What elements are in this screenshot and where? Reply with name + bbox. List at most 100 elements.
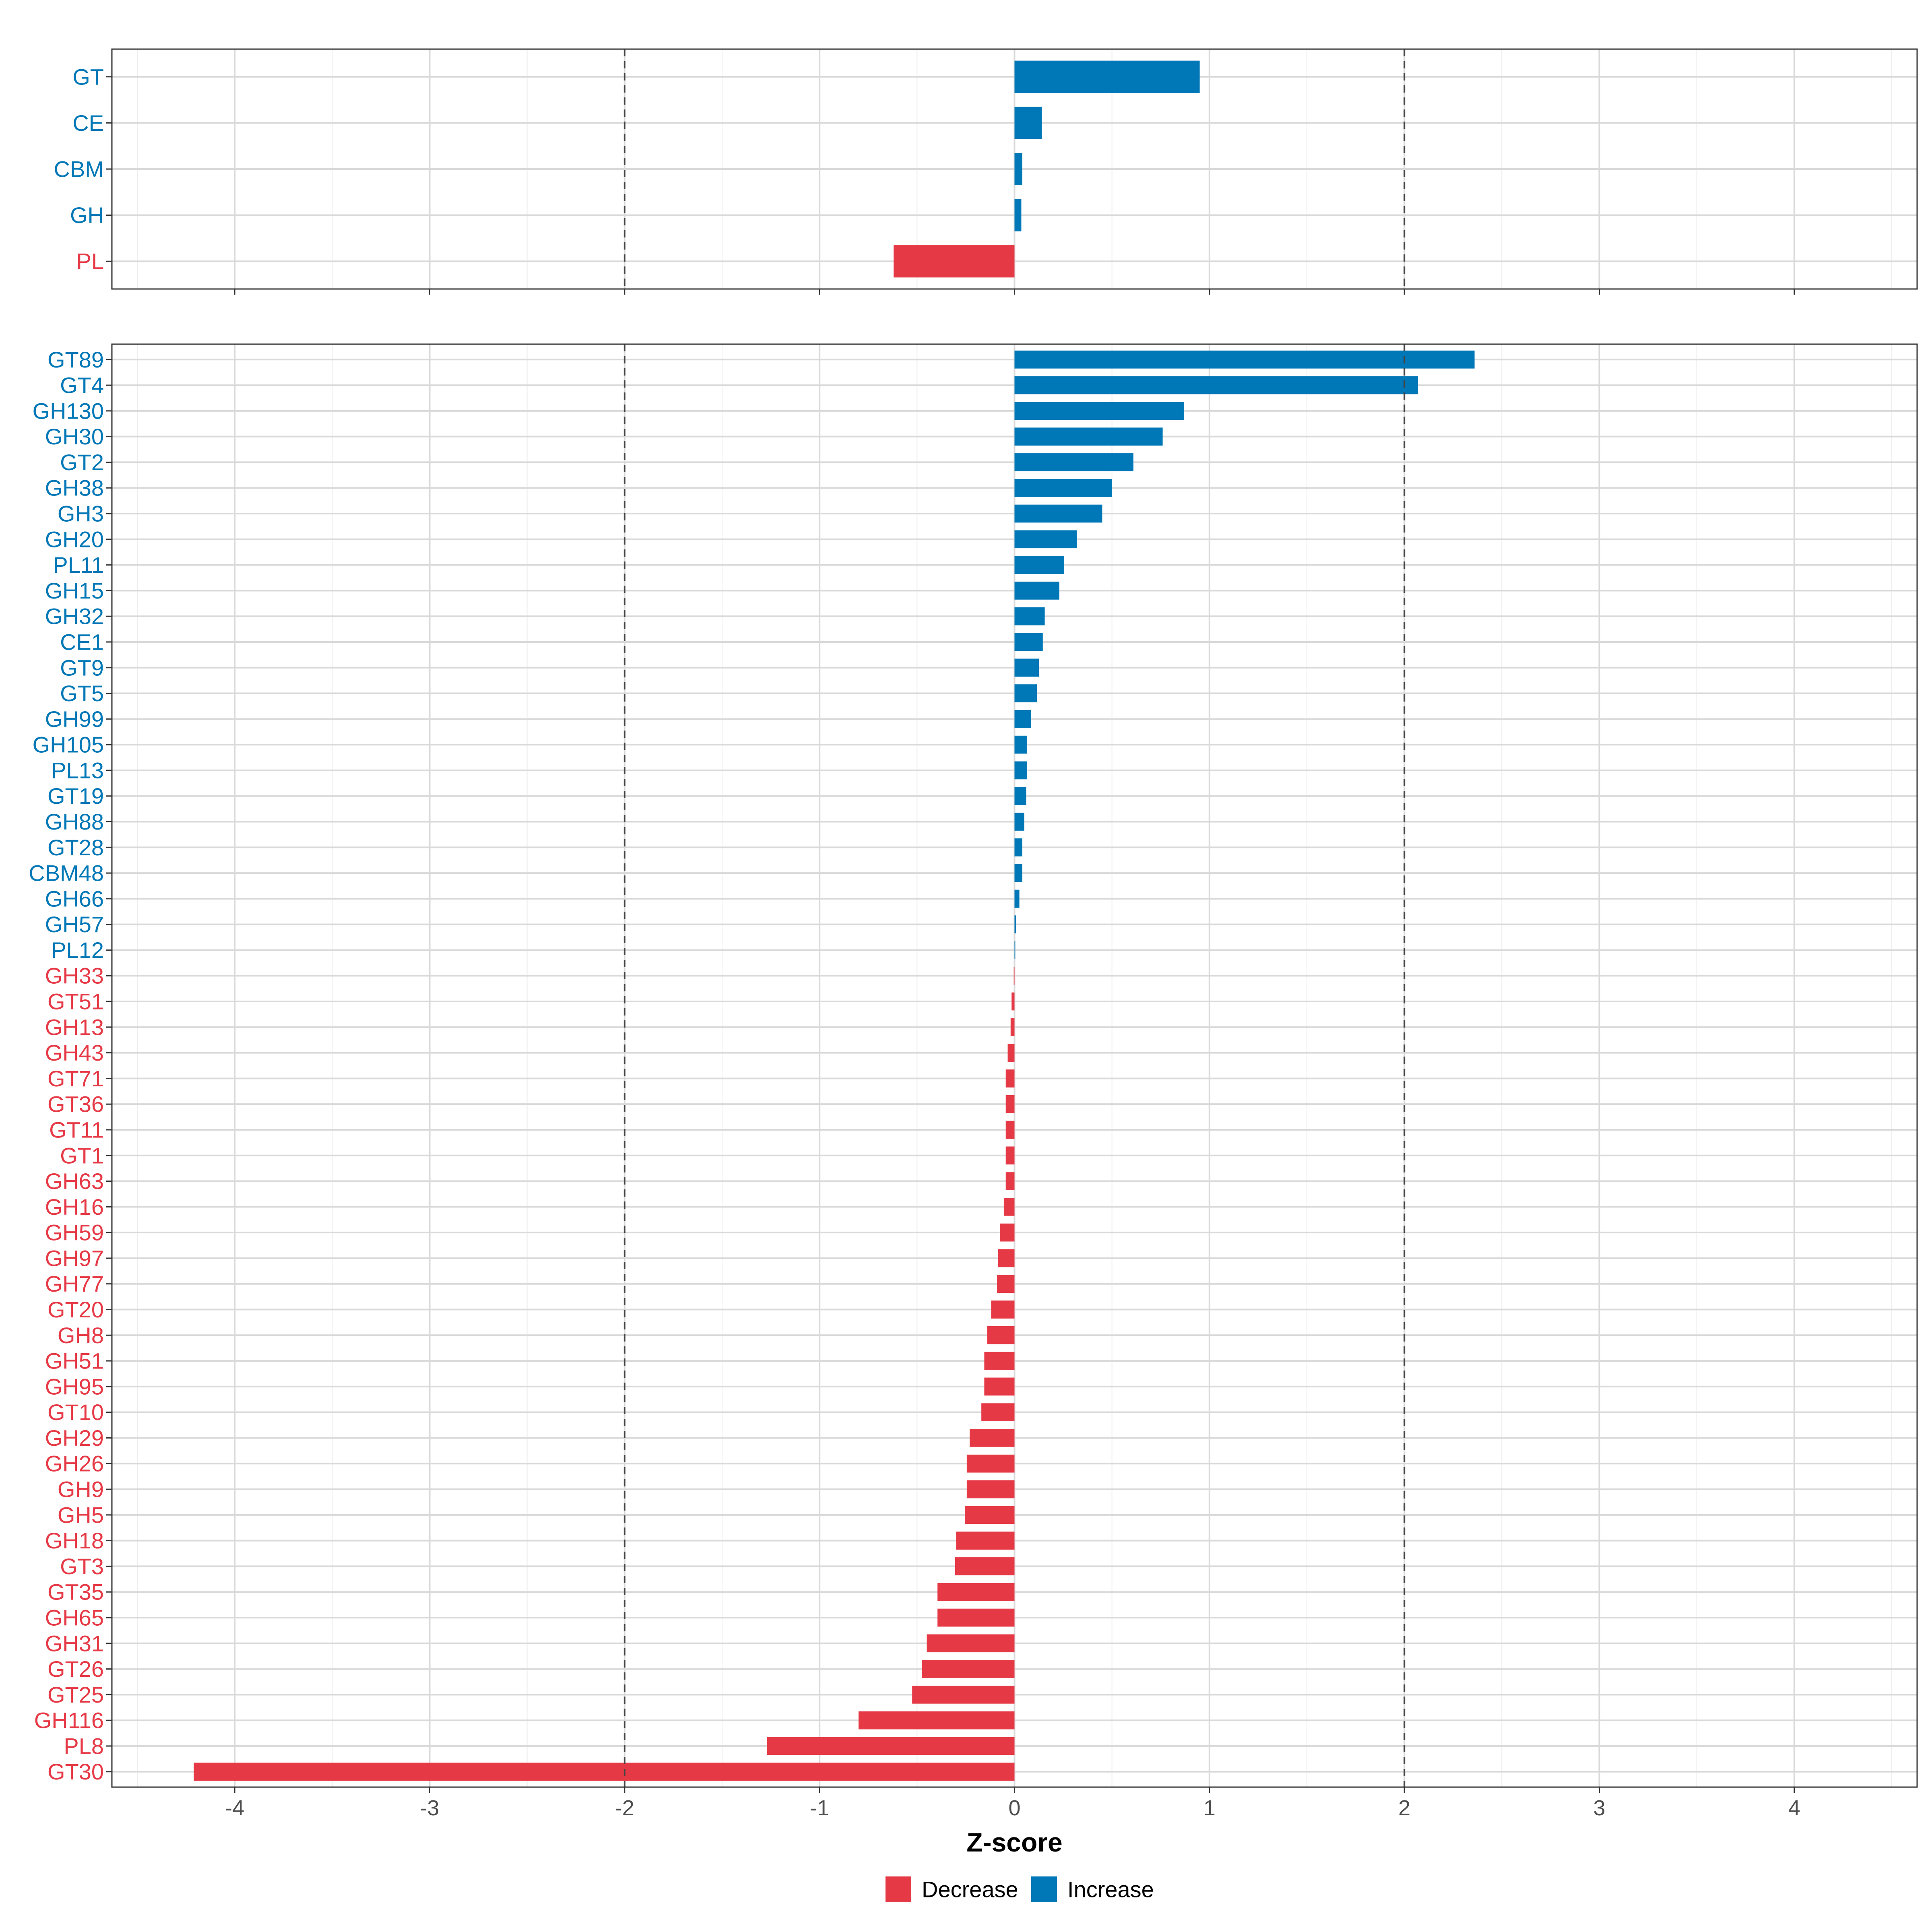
bar-GH43 [1007,1044,1015,1062]
x-tick-label: -2 [615,1796,634,1820]
category-label: GT35 [47,1579,104,1605]
category-label: GT36 [47,1092,104,1117]
bar-GH59 [1000,1223,1015,1242]
category-label: GH105 [33,732,104,758]
bar-PL11 [1014,556,1065,574]
bar-GH8 [987,1326,1015,1344]
category-label: GH30 [45,424,104,449]
bar-PL8 [767,1737,1015,1755]
bar-GT10 [981,1403,1015,1421]
category-label: GH8 [58,1323,104,1348]
x-tick-label: 4 [1788,1796,1800,1820]
category-label: GH5 [58,1502,104,1527]
category-label: GH59 [45,1220,104,1245]
category-label: GT28 [47,835,104,860]
category-label: GH65 [45,1605,104,1630]
category-label: GT51 [47,989,104,1014]
bar-GH20 [1014,530,1077,549]
category-label: GH3 [58,501,104,526]
category-label: GH95 [45,1374,104,1399]
category-label: GT25 [47,1682,104,1707]
category-label: GH13 [45,1014,104,1040]
category-label: GT2 [60,450,104,475]
bar-GH9 [966,1480,1015,1499]
category-label: CE [72,110,104,136]
category-label: GT3 [60,1554,104,1579]
category-label: GT26 [47,1656,104,1682]
category-label: PL12 [51,937,104,963]
bar-GH77 [997,1275,1015,1293]
category-label: GH [70,202,104,228]
panel-bottom: GT89GT4GH130GH30GT2GH38GH3GH20PL11GH15GH… [29,343,1918,1857]
category-label: GH77 [45,1271,104,1296]
category-label: GH32 [45,604,104,629]
category-label: GH9 [58,1477,104,1502]
category-label: GT19 [47,783,104,809]
bar-GH130 [1014,402,1184,420]
x-tick-label: -1 [810,1796,829,1820]
x-tick-label: -4 [225,1796,244,1820]
category-label: GH66 [45,886,104,911]
category-label: GH99 [45,706,104,732]
bar-GH30 [1014,427,1163,446]
category-label: GH43 [45,1040,104,1065]
category-label: GH97 [45,1245,104,1271]
legend-label-increase: Increase [1067,1877,1154,1902]
bar-GH105 [1014,735,1027,754]
category-label: CE1 [60,629,104,654]
bar-GH88 [1014,813,1024,831]
category-label: GH18 [45,1528,104,1553]
x-tick-label: -3 [420,1796,439,1820]
category-label: GH16 [45,1194,104,1220]
bar-GH57 [1014,915,1016,933]
bar-GT25 [912,1686,1015,1704]
bar-GT19 [1014,787,1026,805]
bar-GH32 [1014,607,1045,625]
category-label: GT1 [60,1143,104,1168]
bar-CE1 [1014,633,1043,651]
bar-GH [1014,199,1022,231]
category-label: GH88 [45,809,104,834]
category-label: GH29 [45,1425,104,1451]
category-label: CBM48 [29,861,104,886]
bar-GT51 [1011,992,1015,1011]
category-label: CBM [54,157,104,182]
bar-GT4 [1014,376,1418,394]
legend-key-increase [1031,1876,1057,1902]
bar-GT30 [194,1763,1015,1781]
bar-GT35 [937,1583,1015,1601]
legend-key-decrease [886,1876,911,1902]
bar-GT89 [1014,350,1475,369]
x-axis-title: Z-score [966,1827,1062,1857]
category-label: GH63 [45,1168,104,1194]
bar-GH13 [1010,1018,1015,1036]
category-label: GT9 [60,655,104,680]
category-label: PL11 [53,552,104,578]
bar-GH51 [984,1352,1015,1370]
bar-GT [1014,60,1200,93]
category-label: PL8 [64,1733,104,1759]
category-label: GH20 [45,526,104,552]
bar-GT36 [1005,1095,1015,1113]
bar-GH99 [1014,710,1031,728]
bar-GT3 [955,1557,1015,1575]
legend-label-decrease: Decrease [922,1877,1018,1902]
bar-PL12 [1014,941,1016,959]
bar-CBM [1014,153,1022,186]
bar-GH31 [927,1634,1015,1653]
bar-GH5 [964,1506,1015,1524]
bar-GT2 [1014,453,1133,471]
category-label: GH15 [45,578,104,603]
bar-GH95 [984,1377,1015,1396]
bar-CE [1014,107,1042,139]
bar-GT71 [1005,1069,1015,1088]
category-label: GT71 [47,1066,104,1091]
category-label: PL [76,249,104,274]
category-label: GH31 [45,1631,104,1656]
bar-GH26 [966,1454,1015,1473]
bar-GH15 [1014,582,1059,600]
bar-GT9 [1014,658,1039,677]
category-label: GT20 [47,1297,104,1322]
bar-GT5 [1014,684,1037,702]
